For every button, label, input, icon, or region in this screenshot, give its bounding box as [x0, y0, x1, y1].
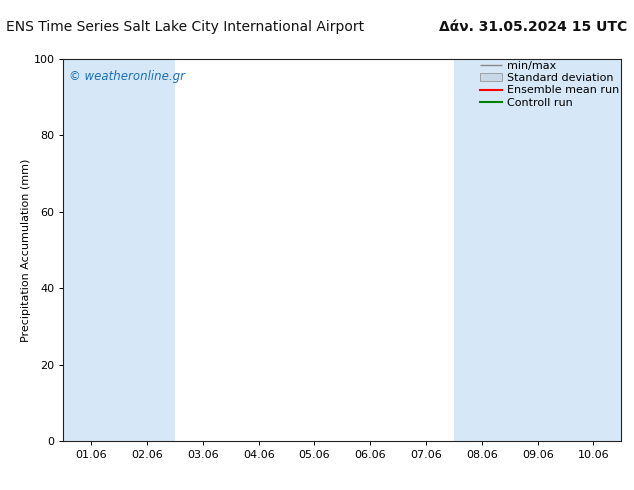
Bar [454, 59, 510, 441]
Bar [119, 59, 175, 441]
Text: © weatheronline.gr: © weatheronline.gr [69, 70, 185, 83]
Bar [566, 59, 621, 441]
Bar [510, 59, 566, 441]
Text: ENS Time Series Salt Lake City International Airport: ENS Time Series Salt Lake City Internati… [6, 20, 365, 34]
Legend: min/max, Standard deviation, Ensemble mean run, Controll run: min/max, Standard deviation, Ensemble me… [480, 61, 619, 108]
Y-axis label: Precipitation Accumulation (mm): Precipitation Accumulation (mm) [20, 158, 30, 342]
Bar [63, 59, 119, 441]
Text: Δάν. 31.05.2024 15 UTC: Δάν. 31.05.2024 15 UTC [439, 20, 628, 34]
